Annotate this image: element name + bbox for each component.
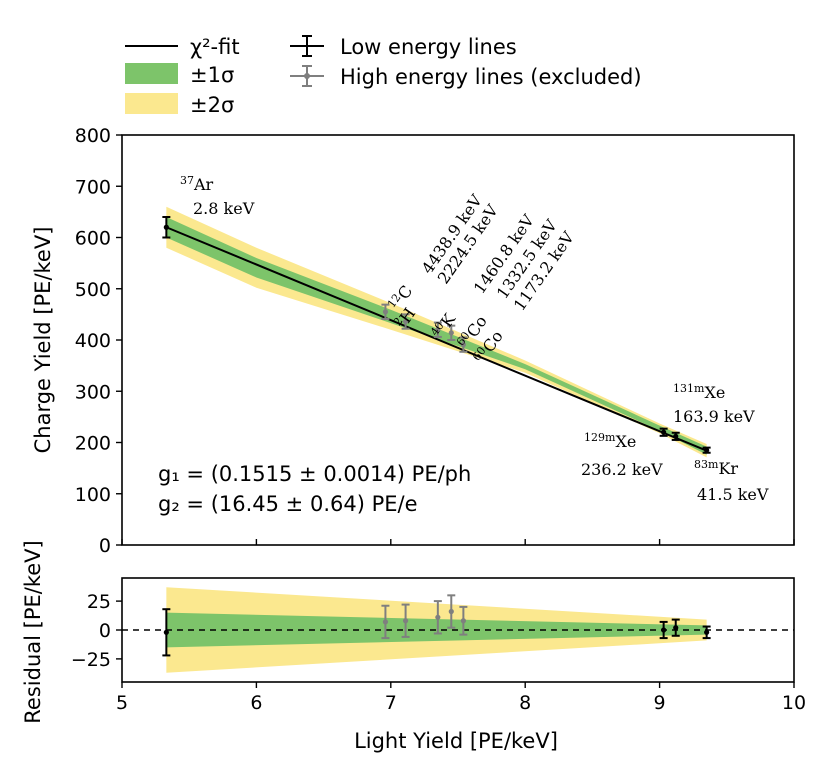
- legend-low-label: Low energy lines: [340, 35, 517, 59]
- legend-fit-label: χ²-fit: [190, 35, 240, 59]
- residual-ytick-label: −25: [71, 649, 111, 671]
- main-ytick-label: 0: [99, 535, 111, 557]
- main-ytick-label: 200: [75, 433, 111, 455]
- main-ytick-label: 300: [75, 381, 111, 403]
- main-point: [401, 313, 410, 330]
- xtick-label: 8: [519, 692, 531, 714]
- main-fit: [165, 226, 708, 452]
- legend-low-swatch: [290, 35, 324, 57]
- fit-line: [165, 226, 708, 452]
- residual-point: [671, 618, 680, 637]
- xtick-label: 6: [250, 692, 262, 714]
- annotation-xe129: 129mXe 236.2 keV: [581, 431, 663, 479]
- residual-ylabel: Residual [PE/keV]: [21, 540, 45, 723]
- residual-point: [659, 620, 668, 640]
- main-ytick-label: 800: [75, 125, 111, 147]
- xtick-label: 10: [782, 692, 806, 714]
- svg-text:37Ar: 37Ar: [180, 174, 214, 194]
- legend-high-label: High energy lines (excluded): [340, 65, 642, 89]
- g2-value: g₂ = (16.45 ± 0.64) PE/e: [158, 492, 418, 516]
- legend-band2-label: ±2σ: [190, 93, 234, 117]
- residual-frame: [121, 577, 795, 683]
- residual-point: [401, 603, 410, 638]
- main-point: [702, 446, 711, 454]
- xtick-label: 7: [385, 692, 397, 714]
- annotation-xe131-isotope-symbol: Xe: [704, 383, 725, 402]
- main-ytick-label: 700: [75, 176, 111, 198]
- annotation-kr83-energy: 41.5 keV: [697, 485, 769, 504]
- residual-point: [702, 625, 711, 640]
- band-1sigma: [166, 217, 707, 455]
- main-bands: [166, 206, 707, 458]
- annotation-xe131: 131mXe 163.9 keV: [673, 382, 755, 426]
- legend: χ²-fit ±1σ ±2σ Low energy lines High ene…: [125, 35, 642, 117]
- main-point: [671, 431, 680, 441]
- residual-ytick-label: 25: [87, 591, 111, 613]
- x-axis-label: Light Yield [PE/keV]: [354, 729, 558, 753]
- main-frame: [121, 134, 795, 546]
- main-ytick-label: 500: [75, 279, 111, 301]
- g1-value: g₁ = (0.1515 ± 0.0014) PE/ph: [158, 462, 471, 486]
- main-point: [433, 321, 442, 338]
- main-ylabel: Charge Yield [PE/keV]: [31, 227, 55, 454]
- annotation-kr83-isotope-mass: 83m: [694, 458, 719, 471]
- residual-point: [162, 608, 171, 657]
- svg-text:83mKr: 83mKr: [694, 458, 738, 478]
- residual-ticks: −25 0 25 5 6 7 8 9 10: [71, 591, 806, 714]
- main-point: [659, 427, 668, 437]
- svg-text:131mXe: 131mXe: [673, 382, 725, 402]
- main-points: [162, 216, 711, 454]
- xtick-label: 9: [654, 692, 666, 714]
- main-ytick-label: 100: [75, 484, 111, 506]
- main-point: [459, 336, 468, 353]
- residual-point: [433, 600, 442, 635]
- main-point: [381, 303, 390, 320]
- residual-band-1sigma: [166, 612, 707, 648]
- residual-point: [381, 604, 390, 640]
- residual-points: [162, 594, 711, 657]
- residual-panel: −25 0 25 5 6 7 8 9 10 Residual [PE/keV] Light Yi…: [21, 540, 806, 753]
- legend-band1-swatch: [125, 63, 178, 84]
- residual-ytick-label: 0: [99, 620, 111, 642]
- xtick-label: 5: [116, 692, 128, 714]
- main-point: [162, 216, 171, 239]
- annotation-ar: 37Ar 2.8 keV: [180, 174, 255, 218]
- main-ticks: 0 100 200 300 400 500 600 700 800: [75, 125, 795, 557]
- annotation-kr83-isotope-symbol: Kr: [718, 459, 738, 478]
- annotation-xe131-isotope-mass: 131m: [673, 382, 705, 395]
- annotation-ar-isotope-mass: 37: [180, 174, 194, 187]
- annotation-kr83: 83mKr 41.5 keV: [694, 458, 769, 504]
- svg-text:129mXe: 129mXe: [584, 431, 636, 451]
- annotation-xe131-energy: 163.9 keV: [673, 407, 755, 426]
- main-point: [447, 324, 456, 341]
- annotation-ar-energy: 2.8 keV: [193, 199, 255, 218]
- residual-point: [447, 594, 456, 629]
- residual-bands: [166, 587, 707, 673]
- legend-band1-label: ±1σ: [190, 63, 234, 87]
- main-ytick-label: 400: [75, 330, 111, 352]
- residual-point: [459, 605, 468, 636]
- legend-high-marker: [304, 73, 310, 79]
- annotation-xe129-isotope-mass: 129m: [584, 431, 616, 444]
- annotation-xe129-isotope-symbol: Xe: [615, 432, 636, 451]
- main-panel: 0 100 200 300 400 500 600 700 800 Charge Yield […: [31, 125, 795, 557]
- annotation-ar-isotope-symbol: Ar: [193, 175, 214, 194]
- legend-band2-swatch: [125, 93, 178, 114]
- annotation-xe129-energy: 236.2 keV: [581, 460, 663, 479]
- main-ytick-label: 600: [75, 228, 111, 250]
